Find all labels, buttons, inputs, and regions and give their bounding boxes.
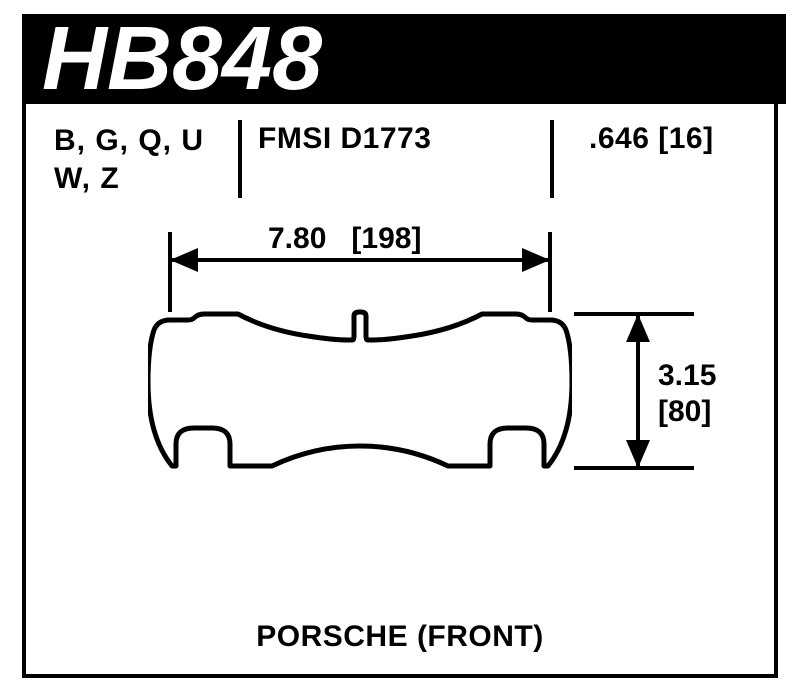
- divider-1: [238, 120, 242, 198]
- application-label: PORSCHE (FRONT): [26, 620, 774, 654]
- compounds: B, G, Q, U W, Z: [54, 122, 204, 197]
- extension-line-left: [168, 232, 172, 312]
- compounds-line-2: W, Z: [54, 162, 120, 195]
- height-in: 3.15: [658, 359, 716, 392]
- arrow-down-icon: [626, 440, 650, 468]
- diagram-area: 7.80 [198] 3.15 [80]: [26, 208, 774, 628]
- width-in: 7.80: [268, 222, 326, 255]
- thickness: .646 [16]: [589, 122, 714, 156]
- fmsi-code: FMSI D1773: [258, 122, 431, 156]
- width-dim-line: [170, 258, 550, 262]
- spec-frame: HB848 B, G, Q, U W, Z FMSI D1773 .646 [1…: [22, 14, 778, 678]
- height-label: 3.15 [80]: [658, 358, 716, 430]
- arrow-left-icon: [170, 248, 198, 272]
- width-mm: [198]: [351, 222, 421, 255]
- part-number: HB848: [42, 8, 322, 111]
- compounds-line-1: B, G, Q, U: [54, 124, 204, 157]
- extension-line-right: [548, 232, 552, 312]
- header-bar: HB848: [22, 14, 786, 104]
- height-mm: [80]: [658, 395, 711, 428]
- divider-2: [550, 120, 554, 198]
- thickness-in: .646: [589, 122, 649, 155]
- info-row: B, G, Q, U W, Z FMSI D1773 .646 [16]: [26, 116, 774, 206]
- page: HB848 B, G, Q, U W, Z FMSI D1773 .646 [1…: [0, 0, 800, 692]
- width-label: 7.80 [198]: [262, 222, 427, 256]
- thickness-mm: [16]: [658, 122, 713, 155]
- arrow-up-icon: [626, 314, 650, 342]
- arrow-right-icon: [522, 248, 550, 272]
- brake-pad-outline: [148, 308, 572, 478]
